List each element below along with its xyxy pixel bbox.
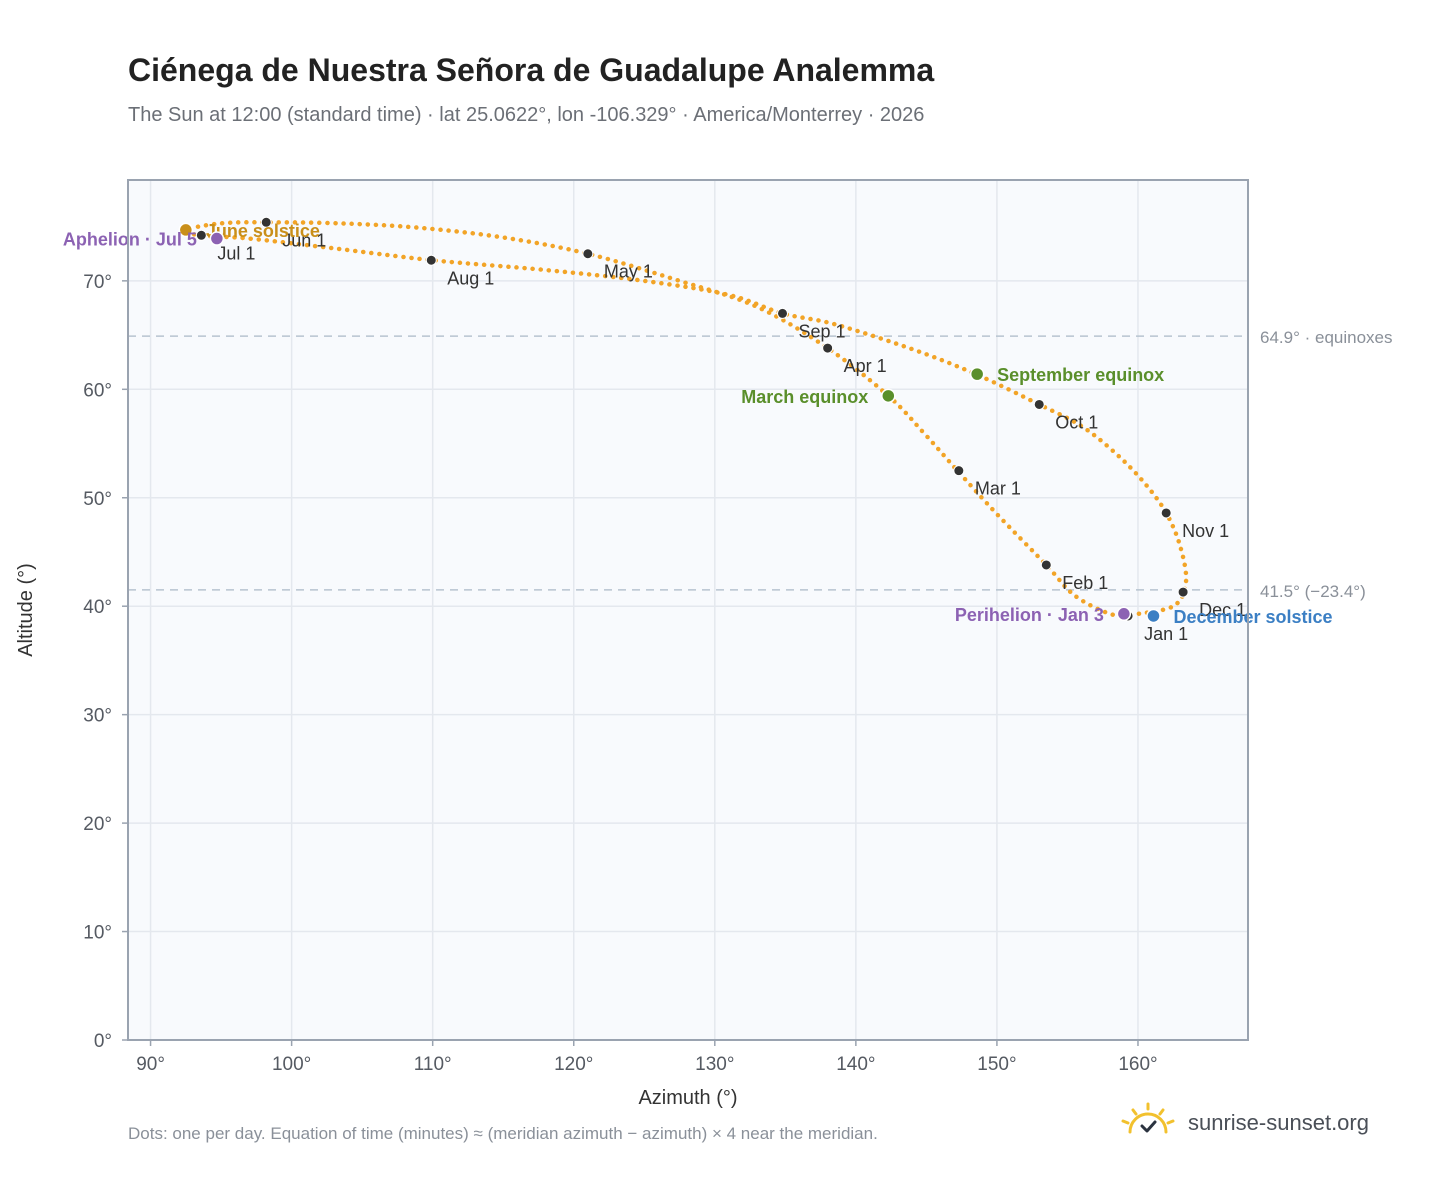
sun-check-icon <box>1120 1102 1176 1143</box>
month-marker <box>260 216 272 228</box>
x-tick-label: 150° <box>977 1054 1016 1075</box>
event-label: Perihelion · Jan 3 <box>955 605 1104 625</box>
x-tick-label: 140° <box>836 1054 875 1075</box>
month-marker <box>195 229 207 241</box>
event-marker <box>1146 608 1161 624</box>
event-label: Aphelion · Jul 5 <box>63 230 197 250</box>
chart-subtitle: The Sun at 12:00 (standard time) · lat 2… <box>128 104 925 126</box>
month-label: Apr 1 <box>844 356 887 376</box>
plot-area <box>128 180 1248 1040</box>
event-marker <box>881 388 896 404</box>
x-tick-label: 120° <box>554 1054 593 1075</box>
y-axis-label: Altitude (°) <box>15 563 37 657</box>
axis-ticks: 90° 100° 110° 120° 130° 140° 150° 160° 0° 10° 20° 3… <box>83 272 1157 1075</box>
month-marker <box>1177 586 1189 598</box>
month-marker <box>1160 507 1172 519</box>
x-axis-label: Azimuth (°) <box>638 1087 737 1109</box>
month-label: Jun 1 <box>282 230 326 250</box>
plot-frame <box>127 179 1249 1041</box>
reference-lines: 64.9° · equinoxes 41.5° (−23.4°) <box>128 328 1393 601</box>
x-tick-label: 100° <box>272 1054 311 1075</box>
y-tick-label: 50° <box>83 489 112 510</box>
x-tick-label: 110° <box>414 1054 452 1075</box>
month-marker <box>582 248 594 260</box>
analemma-path <box>182 220 1189 618</box>
month-marker <box>425 254 437 266</box>
event-marker <box>178 222 194 238</box>
y-tick-label: 10° <box>83 923 112 944</box>
event-label: March equinox <box>741 387 868 407</box>
month-label: Mar 1 <box>975 479 1021 499</box>
month-label: Jul 1 <box>217 243 255 263</box>
month-marker <box>1033 398 1045 410</box>
event-label: December solstice <box>1173 607 1332 627</box>
reference-line-label: 64.9° · equinoxes <box>1260 328 1393 347</box>
y-tick-label: 30° <box>83 706 112 727</box>
month-label: Dec 1 <box>1199 600 1246 620</box>
analemma-curve <box>182 220 1189 618</box>
footnote: Dots: one per day. Equation of time (min… <box>128 1124 878 1143</box>
y-tick-label: 70° <box>83 272 112 293</box>
y-tick-label: 40° <box>83 597 112 618</box>
brand[interactable]: sunrise-sunset.org <box>1120 1102 1369 1143</box>
month-marker <box>822 342 834 354</box>
event-marker <box>969 366 985 382</box>
month-marker <box>777 307 789 319</box>
x-tick-label: 90° <box>136 1054 165 1075</box>
month-marker <box>953 465 965 477</box>
month-label: Jan 1 <box>1144 624 1188 644</box>
x-tick-label: 130° <box>695 1054 734 1075</box>
event-marker <box>1116 606 1132 622</box>
event-marker <box>209 231 225 246</box>
month-label: Aug 1 <box>447 268 494 288</box>
month-marker <box>1040 559 1052 571</box>
y-tick-label: 0° <box>94 1031 112 1052</box>
chart-title: Ciénega de Nuestra Señora de Guadalupe A… <box>128 52 935 88</box>
event-label: September equinox <box>997 365 1164 385</box>
month-label: Feb 1 <box>1062 573 1108 593</box>
month-markers: Jan 1 Feb 1 Mar 1 Apr 1 May 1 Jun 1 Jul 1 Aug 1… <box>195 216 1246 644</box>
y-tick-label: 60° <box>83 380 112 401</box>
month-label: Nov 1 <box>1182 521 1229 541</box>
event-label: June solstice <box>206 221 320 241</box>
month-label: May 1 <box>604 262 653 282</box>
brand-name: sunrise-sunset.org <box>1188 1109 1369 1135</box>
event-markers: June solstice Aphelion · Jul 5 March equin… <box>63 221 1333 627</box>
x-tick-label: 160° <box>1118 1054 1157 1075</box>
reference-line-label: 41.5° (−23.4°) <box>1260 582 1366 601</box>
y-tick-label: 20° <box>83 814 112 835</box>
month-label: Oct 1 <box>1055 412 1098 432</box>
month-label: Sep 1 <box>799 321 846 341</box>
